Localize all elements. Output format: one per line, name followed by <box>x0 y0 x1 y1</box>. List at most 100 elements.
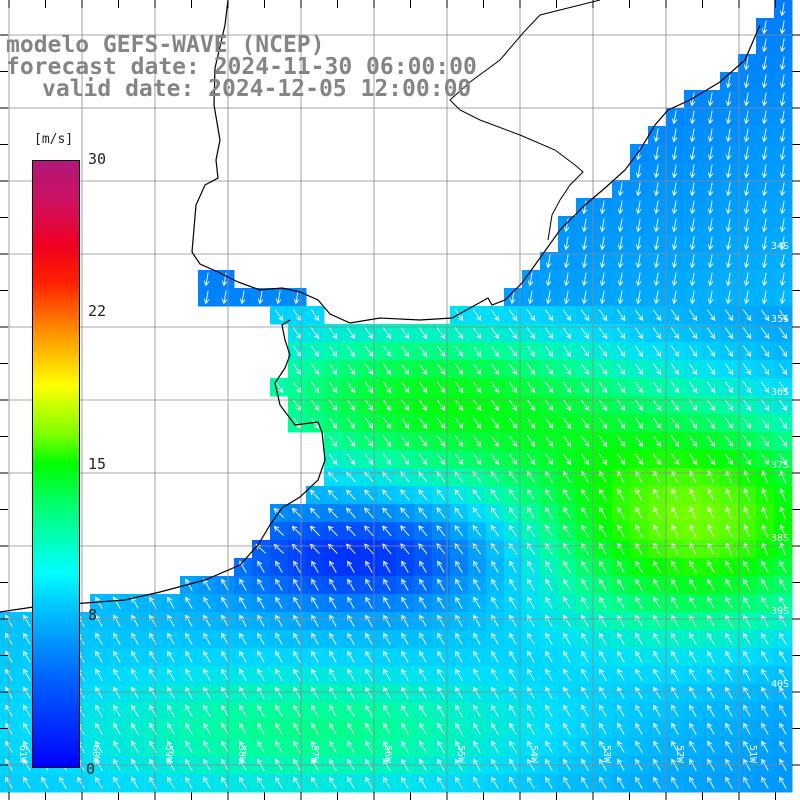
wind-arrow <box>508 345 518 358</box>
wind-arrow <box>761 740 769 753</box>
wind-arrow <box>617 560 625 573</box>
wind-arrow <box>563 272 570 287</box>
wind-arrow <box>508 363 518 376</box>
wind-arrow <box>545 632 553 645</box>
wind-arrow <box>671 596 679 609</box>
wind-arrow <box>581 488 589 501</box>
wind-arrow <box>382 327 392 340</box>
wind-arrow <box>364 507 374 519</box>
wind-arrow <box>725 290 732 305</box>
wind-arrow <box>509 740 517 753</box>
wind-arrow <box>671 650 679 663</box>
wind-arrow <box>508 309 518 322</box>
wind-arrow <box>544 363 554 376</box>
wind-arrow <box>617 704 625 717</box>
wind-arrow <box>365 632 373 645</box>
wind-arrow <box>455 560 463 573</box>
wind-arrow <box>761 632 769 645</box>
wind-arrow <box>239 290 246 305</box>
wind-arrow <box>347 560 355 573</box>
wind-arrow <box>599 578 607 591</box>
colorbar-tick-0: 0 <box>86 760 96 778</box>
wind-arrow <box>490 345 500 358</box>
wind-arrow <box>167 686 175 699</box>
wind-arrow <box>346 363 356 376</box>
wind-arrow <box>347 668 355 681</box>
wind-arrow <box>725 488 733 502</box>
wind-arrow <box>706 417 716 430</box>
latitude-labels: 34S 35S 36S 37S 38S 39S 40S <box>771 241 789 690</box>
wind-arrow <box>437 776 445 789</box>
wind-arrow <box>725 740 733 753</box>
wind-arrow <box>635 272 642 287</box>
wind-arrow <box>275 650 283 663</box>
wind-arrow <box>706 399 716 412</box>
wind-arrow <box>473 740 481 753</box>
wind-arrow <box>383 668 391 681</box>
wind-arrow <box>185 650 193 663</box>
wind-arrow <box>761 110 768 125</box>
wind-arrow <box>761 272 768 287</box>
wind-arrow <box>707 704 715 717</box>
wind-arrow <box>293 290 300 305</box>
wind-arrow <box>436 363 446 376</box>
wind-arrow <box>725 218 732 233</box>
wind-arrow <box>562 309 572 322</box>
wind-arrow <box>742 417 752 430</box>
wind-arrow <box>689 668 697 681</box>
wind-arrow <box>581 704 589 717</box>
wind-arrow <box>599 506 607 519</box>
wind-arrow <box>599 200 606 215</box>
wind-arrow <box>743 704 751 717</box>
wind-arrow <box>23 776 31 789</box>
wind-arrow <box>455 650 463 663</box>
wind-arrow <box>472 309 482 322</box>
wind-arrow <box>257 722 265 735</box>
wind-arrow <box>473 632 481 645</box>
wind-arrow <box>634 327 644 340</box>
wind-arrow <box>436 525 446 537</box>
wind-arrow <box>563 560 571 573</box>
wind-arrow <box>671 110 678 125</box>
wind-arrow <box>328 435 338 448</box>
wind-arrow <box>779 686 787 699</box>
wind-arrow <box>671 146 678 161</box>
wind-arrow <box>508 327 518 340</box>
wind-arrow <box>454 381 464 394</box>
wind-arrow <box>617 632 625 645</box>
wind-arrow <box>580 327 590 340</box>
wind-arrow <box>742 345 752 358</box>
wind-arrow <box>382 453 392 466</box>
wind-arrow <box>526 524 535 537</box>
wind-arrow <box>599 272 606 287</box>
wind-arrow <box>346 327 356 340</box>
wind-arrow <box>706 327 716 340</box>
wind-arrow <box>761 74 768 89</box>
wind-arrow <box>706 309 716 322</box>
wind-arrow <box>257 560 265 573</box>
wind-arrow <box>509 668 517 681</box>
wind-arrow <box>401 722 409 735</box>
wind-arrow <box>311 560 319 573</box>
wind-arrow <box>761 776 769 789</box>
wind-arrow <box>761 578 769 591</box>
wind-arrow <box>779 740 787 753</box>
wind-arrow <box>545 254 552 269</box>
wind-arrow <box>689 560 697 573</box>
wind-arrow <box>779 632 787 645</box>
wind-arrow <box>383 632 391 645</box>
wind-arrow <box>743 524 750 538</box>
wind-arrow <box>221 776 229 789</box>
wind-arrow <box>544 417 554 430</box>
wind-arrow <box>418 507 428 519</box>
wind-arrow <box>131 686 139 699</box>
wind-arrow <box>779 650 787 663</box>
wind-arrow <box>311 722 319 735</box>
wind-arrow <box>652 345 662 358</box>
wind-arrow <box>293 632 301 645</box>
wind-arrow <box>725 704 733 717</box>
wind-arrow <box>598 435 608 448</box>
wind-arrow <box>653 200 660 215</box>
wind-arrow <box>743 164 750 179</box>
wind-arrow <box>671 668 679 681</box>
